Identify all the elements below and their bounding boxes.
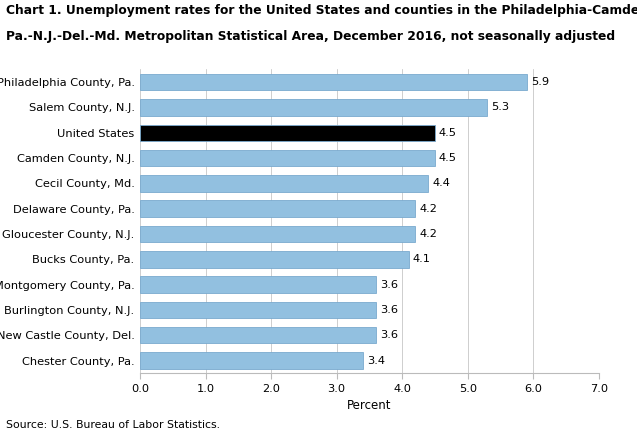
Text: 4.5: 4.5: [439, 128, 457, 138]
Bar: [140, 99, 487, 115]
Text: 5.3: 5.3: [491, 102, 510, 112]
Text: 5.9: 5.9: [531, 77, 548, 87]
Bar: [140, 74, 527, 90]
Bar: [140, 327, 376, 343]
Text: 4.5: 4.5: [439, 153, 457, 163]
Text: Pa.-N.J.-Del.-Md. Metropolitan Statistical Area, December 2016, not seasonally a: Pa.-N.J.-Del.-Md. Metropolitan Statistic…: [6, 30, 615, 43]
Bar: [140, 302, 376, 318]
Bar: [140, 251, 409, 267]
Text: 4.2: 4.2: [419, 204, 437, 214]
X-axis label: Percent: Percent: [347, 399, 392, 412]
Bar: [140, 150, 435, 166]
Text: 3.4: 3.4: [367, 355, 385, 365]
Text: 4.2: 4.2: [419, 229, 437, 239]
Bar: [140, 276, 376, 293]
Text: Chart 1. Unemployment rates for the United States and counties in the Philadelph: Chart 1. Unemployment rates for the Unit…: [6, 4, 637, 17]
Bar: [140, 125, 435, 141]
Text: 3.6: 3.6: [380, 279, 398, 289]
Text: 4.4: 4.4: [433, 178, 450, 188]
Bar: [140, 175, 429, 191]
Text: 3.6: 3.6: [380, 330, 398, 340]
Bar: [140, 201, 415, 217]
Text: 3.6: 3.6: [380, 305, 398, 315]
Bar: [140, 226, 415, 242]
Text: 4.1: 4.1: [413, 254, 431, 264]
Bar: [140, 352, 363, 369]
Text: Source: U.S. Bureau of Labor Statistics.: Source: U.S. Bureau of Labor Statistics.: [6, 420, 220, 430]
